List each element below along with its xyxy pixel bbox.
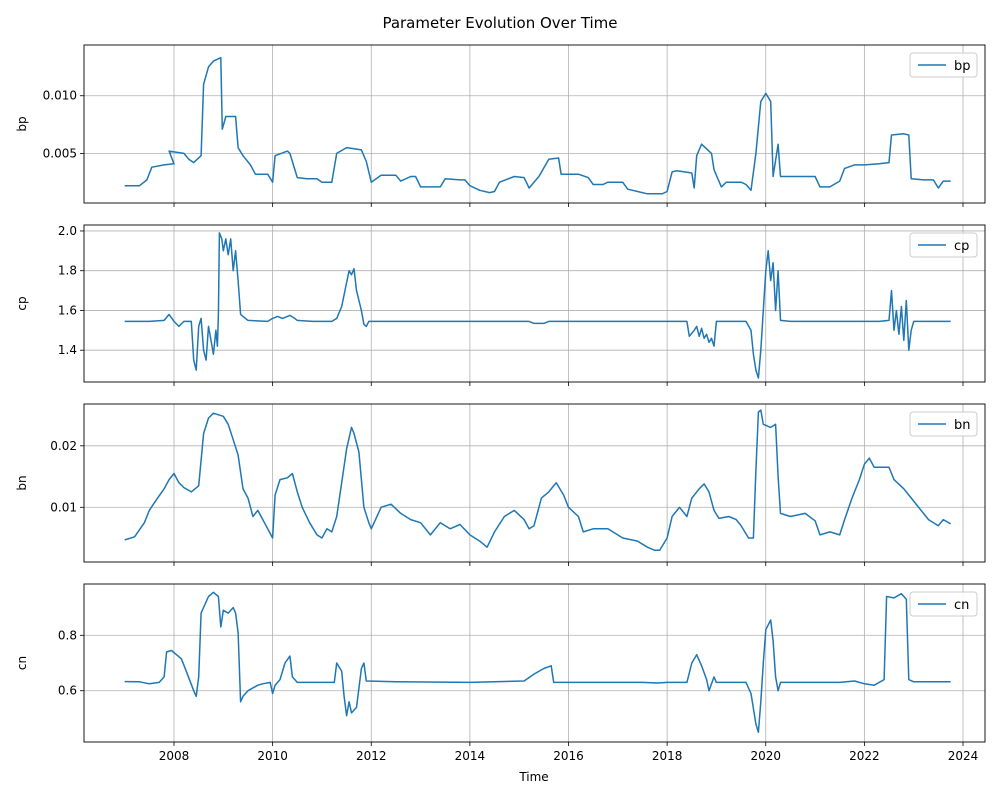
y-tick-label: 0.8 — [58, 628, 77, 642]
x-tick-label: 2008 — [159, 749, 190, 763]
legend-label: bn — [954, 418, 971, 433]
axes-frame — [83, 583, 986, 743]
series-line-cn — [124, 591, 951, 734]
subplot-cn: 2008 2010 2012 2014 2016 2018 2020 2022 2024 0.6 0… — [15, 583, 986, 763]
y-tick-label: 0.005 — [43, 146, 77, 160]
series-line-cp — [124, 232, 951, 379]
y-tick-label: 1.8 — [58, 264, 77, 278]
figure-title: Parameter Evolution Over Time — [382, 14, 617, 32]
series-line-bp — [124, 56, 951, 195]
axes-frame — [83, 224, 986, 383]
y-tick-label: 1.4 — [58, 343, 77, 357]
y-axis-label-bp: bp — [15, 116, 29, 131]
axes-frame — [83, 403, 986, 563]
series-line-bn — [124, 409, 952, 552]
y-tick-label: 1.6 — [58, 303, 77, 317]
legend-label: bp — [954, 59, 971, 74]
x-tick-label: 2010 — [257, 749, 288, 763]
y-axis-label-bn: bn — [15, 475, 29, 490]
legend-label: cn — [954, 598, 969, 613]
x-tick-label: 2020 — [750, 749, 781, 763]
y-tick-label: 0.010 — [43, 89, 77, 103]
x-tick-label: 2022 — [849, 749, 880, 763]
x-tick-label: 2014 — [455, 749, 486, 763]
y-tick-label: 0.6 — [58, 684, 77, 698]
x-axis-label: Time — [518, 770, 548, 784]
y-tick-label: 2.0 — [58, 224, 77, 238]
subplot-bp: 0.005 0.010 bp bp — [15, 44, 986, 207]
x-tick-label: 2012 — [356, 749, 387, 763]
y-tick-label: 0.01 — [50, 500, 77, 514]
legend-label: cp — [954, 239, 969, 254]
subplot-cp: 1.4 1.6 1.8 2.0 cp cp — [15, 224, 986, 386]
y-axis-label-cn: cn — [15, 656, 29, 670]
y-tick-label: 0.02 — [50, 439, 77, 453]
x-tick-label: 2018 — [652, 749, 683, 763]
subplots: 0.005 0.010 bp bp 1.4 1.6 1.8 2.0 cp cp 0.01 0.02 bn… — [15, 44, 986, 763]
axes-frame — [83, 44, 986, 204]
subplot-bn: 0.01 0.02 bn bn — [15, 403, 986, 566]
x-tick-label: 2016 — [553, 749, 584, 763]
y-axis-label-cp: cp — [15, 296, 29, 310]
x-tick-label: 2024 — [948, 749, 979, 763]
